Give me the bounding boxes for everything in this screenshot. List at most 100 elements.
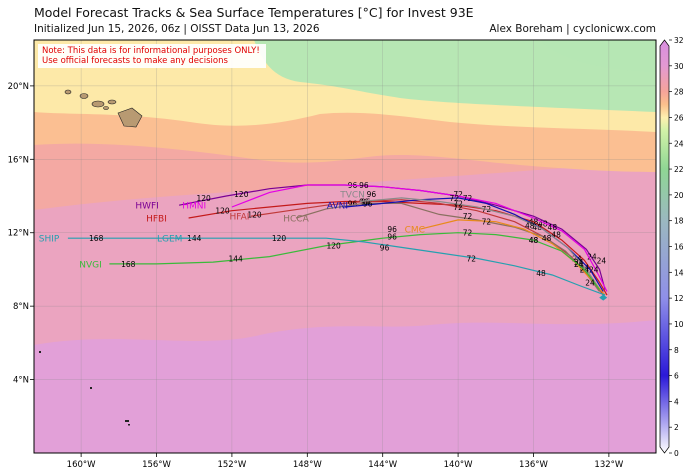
colorbar-tick-label: 14 (674, 268, 684, 277)
track-model-label: HFBI (146, 215, 167, 225)
map-subtitle: Initialized Jun 15, 2026, 06z | OISST Da… (34, 23, 320, 35)
disclaimer-line-1: Note: This data is for informational pur… (42, 46, 260, 56)
track-hour-label: 72 (482, 218, 492, 227)
track-hmni: 120 96 72 48 24 HMNI (182, 181, 608, 292)
colorbar-tick-label: 22 (674, 165, 684, 174)
lat-tick-label: 8°N (13, 302, 29, 312)
track-model-label: SHIP (39, 235, 60, 245)
colorbar-bar (659, 39, 670, 454)
track-hour-label: 96 (387, 232, 397, 241)
track-hour-label: 48 (529, 236, 539, 245)
track-ship: 168 SHIP (39, 234, 195, 245)
track-hour-label: 48 (548, 223, 558, 232)
disturbance-position-marker (599, 294, 608, 301)
colorbar-tick-label: 20 (674, 191, 684, 200)
track-model-label: HMNI (182, 202, 206, 212)
track-line-lgem (175, 237, 606, 296)
track-hour-label: 120 (234, 190, 249, 199)
disclaimer-line-2: Use official forecasts to make any decis… (42, 56, 228, 66)
track-hour-label: 24 (589, 265, 599, 274)
track-line-tvcn (360, 197, 602, 292)
track-hour-label: 24 (585, 278, 595, 287)
map-axes: 160°W 156°W 152°W 148°W 144°W 140°W 136°W 132°W… (8, 82, 624, 470)
track-line-hcca (295, 202, 600, 292)
colorbar-tick-label: 30 (674, 62, 684, 71)
track-hour-label: 96 (361, 198, 371, 207)
track-model-label: HWFI (135, 202, 159, 212)
track-hour-label: 120 (215, 207, 230, 216)
lat-tick-label: 12°N (8, 229, 29, 239)
track-hour-label: 48 (525, 221, 535, 230)
colorbar-tick-label: 12 (674, 294, 684, 303)
track-hour-label: 96 (367, 190, 377, 199)
sst-zone-cool-green (254, 40, 656, 112)
lon-tick-label: 152°W (217, 460, 246, 470)
track-hour-label: 96 (359, 181, 369, 190)
track-model-label: CMC (405, 226, 425, 236)
track-hour-label: 72 (463, 212, 473, 221)
map-frame (33, 39, 657, 454)
track-hour-label: 48 (536, 269, 546, 278)
colorbar-tick-label: 26 (674, 113, 684, 122)
track-tvcn: 96 72 48 24 TVCN (339, 190, 602, 292)
track-hour-label: 168 (89, 234, 104, 243)
map-gridlines (34, 40, 656, 453)
disclaimer-note: Note: This data is for informational pur… (38, 44, 266, 68)
track-hour-label: 48 (542, 234, 552, 243)
lat-tick-label: 16°N (8, 155, 29, 165)
colorbar-tick-label: 16 (674, 243, 684, 252)
track-line-cmc (420, 219, 606, 296)
track-hour-label: 120 (247, 210, 262, 219)
track-hour-label: 144 (187, 234, 202, 243)
hawaiian-islands (64, 89, 143, 128)
track-hour-label: 48 (532, 223, 542, 232)
track-hour-label: 120 (327, 242, 342, 251)
track-hour-label: 48 (529, 218, 539, 227)
track-hour-label: 120 (272, 234, 287, 243)
track-hour-label: 96 (348, 199, 358, 208)
colorbar-tick-label: 0 (674, 449, 679, 458)
track-hour-label: 48 (538, 220, 548, 229)
colorbar-tick-label: 2 (674, 423, 679, 432)
lon-tick-label: 160°W (67, 460, 96, 470)
colorbar-tick-label: 4 (674, 397, 679, 406)
track-hour-label: 72 (463, 194, 473, 203)
track-line-hmni (231, 184, 608, 292)
lat-tick-label: 4°N (13, 376, 29, 386)
track-hour-label: 48 (551, 231, 561, 240)
colorbar-tick-label: 8 (674, 346, 679, 355)
track-hour-label: 72 (453, 203, 463, 212)
track-lgem: 144 120 96 72 48 24 LGEM (157, 234, 606, 296)
track-model-label: TVCN (339, 191, 365, 201)
track-model-label: AVNI (327, 202, 348, 212)
track-hour-label: 24 (574, 260, 584, 269)
track-hour-label: 96 (363, 199, 373, 208)
track-line-nvgi (109, 232, 600, 290)
lon-tick-label: 148°W (293, 460, 322, 470)
colorbar-tick-label: 18 (674, 217, 684, 226)
track-hour-label: 72 (450, 194, 460, 203)
track-hour-label: 24 (597, 256, 607, 265)
colorbar-tick-label: 32 (674, 36, 684, 45)
track-hour-label: 72 (467, 254, 477, 263)
lon-tick-label: 136°W (519, 460, 548, 470)
track-model-label: NVGI (79, 260, 102, 270)
track-hour-label: 96 (387, 225, 397, 234)
track-hour-label: 144 (229, 254, 244, 263)
track-line-avni (344, 197, 604, 292)
track-nvgi: 168 144 120 96 72 48 24 NVGI (79, 229, 600, 290)
track-model-label: HFAI (229, 213, 249, 223)
track-hour-label: 24 (587, 253, 597, 262)
small-pacific-islands (39, 351, 130, 426)
track-line-hfbi (188, 200, 608, 296)
colorbar-tick-label: 6 (674, 372, 679, 381)
lon-tick-label: 144°W (368, 460, 397, 470)
map-title: Model Forecast Tracks & Sea Surface Temp… (34, 5, 474, 20)
track-hour-label: 120 (196, 194, 211, 203)
colorbar-tick-label: 28 (674, 88, 684, 97)
lon-tick-label: 140°W (444, 460, 473, 470)
track-hour-label: 72 (453, 199, 463, 208)
